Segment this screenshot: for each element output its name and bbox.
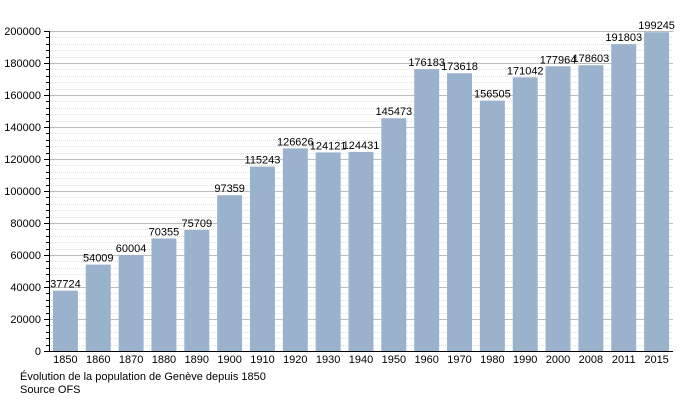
value-label: 178603 <box>573 53 610 65</box>
y-tick-label: 80000 <box>10 218 41 230</box>
bar <box>184 229 210 351</box>
bar <box>545 66 571 351</box>
value-label: 177964 <box>540 54 577 66</box>
x-tick-label: 1990 <box>513 354 537 366</box>
x-tick-label: 1980 <box>480 354 504 366</box>
x-tick-label: 1900 <box>217 354 241 366</box>
x-tick-label: 2000 <box>546 354 570 366</box>
bar <box>52 290 78 351</box>
value-label: 156505 <box>474 89 511 101</box>
x-tick-label: 1970 <box>447 354 471 366</box>
y-tick-label: 200000 <box>4 26 41 38</box>
x-tick-label: 1910 <box>250 354 274 366</box>
bar <box>611 44 637 351</box>
value-label: 171042 <box>507 65 544 77</box>
bar <box>348 151 374 351</box>
x-tick-label: 1920 <box>283 354 307 366</box>
x-tick-label: 1860 <box>86 354 110 366</box>
value-label: 124121 <box>310 140 347 152</box>
value-label: 126626 <box>277 136 314 148</box>
axes <box>49 31 673 352</box>
x-tick-label: 2008 <box>579 354 603 366</box>
bar <box>512 77 538 352</box>
x-tick-label: 2015 <box>644 354 668 366</box>
chart-source: Source OFS <box>20 384 81 396</box>
y-tick-label: 120000 <box>4 154 41 166</box>
value-label: 60004 <box>116 243 147 255</box>
bar <box>447 73 473 352</box>
x-tick-label: 1890 <box>185 354 209 366</box>
x-tick-label: 1950 <box>382 354 406 366</box>
y-tick-label: 100000 <box>4 186 41 198</box>
value-label: 54009 <box>83 253 114 265</box>
bar <box>282 148 308 351</box>
x-tick-label: 1880 <box>152 354 176 366</box>
x-tick-labels: 1850 1860 1870 1880 1890 1900 1910 1920 1930 1940… <box>53 354 669 366</box>
bar <box>217 195 243 351</box>
minor-tick-marks <box>44 31 49 352</box>
value-label: 145473 <box>375 106 412 118</box>
x-tick-label: 1960 <box>414 354 438 366</box>
bar <box>381 118 407 352</box>
x-tick-label: 1940 <box>349 354 373 366</box>
y-tick-labels: 0 20000 40000 60000 80000 100000 120000 140000 1… <box>4 26 41 358</box>
value-label: 70355 <box>149 226 180 238</box>
bars <box>52 32 670 352</box>
bar <box>151 238 177 351</box>
bar <box>315 152 341 351</box>
bar <box>414 69 440 351</box>
bar <box>479 100 505 351</box>
x-tick-label: 1850 <box>53 354 77 366</box>
bar <box>85 264 111 351</box>
x-tick-label: 2011 <box>612 354 636 366</box>
y-tick-label: 0 <box>35 346 41 358</box>
y-tick-label: 140000 <box>4 122 41 134</box>
x-tick-label: 1930 <box>316 354 340 366</box>
y-tick-label: 160000 <box>4 90 41 102</box>
value-label: 115243 <box>245 155 281 167</box>
bar <box>644 32 670 351</box>
value-label: 173618 <box>441 61 478 73</box>
y-tick-label: 180000 <box>4 58 41 70</box>
x-tick-label: 1870 <box>119 354 143 366</box>
value-label: 176183 <box>408 57 445 69</box>
value-label: 97359 <box>214 183 245 195</box>
bar <box>578 65 604 351</box>
y-tick-label: 60000 <box>10 250 41 262</box>
value-label: 199245 <box>638 20 675 32</box>
bar <box>118 254 144 351</box>
y-tick-label: 40000 <box>10 282 41 294</box>
value-label: 37724 <box>50 279 81 291</box>
value-label: 191803 <box>605 32 642 44</box>
y-tick-label: 20000 <box>10 314 41 326</box>
value-label: 124431 <box>343 140 380 152</box>
chart-caption: Évolution de la population de Genève dep… <box>20 371 266 383</box>
value-label: 75709 <box>181 218 212 230</box>
bar <box>249 166 275 351</box>
